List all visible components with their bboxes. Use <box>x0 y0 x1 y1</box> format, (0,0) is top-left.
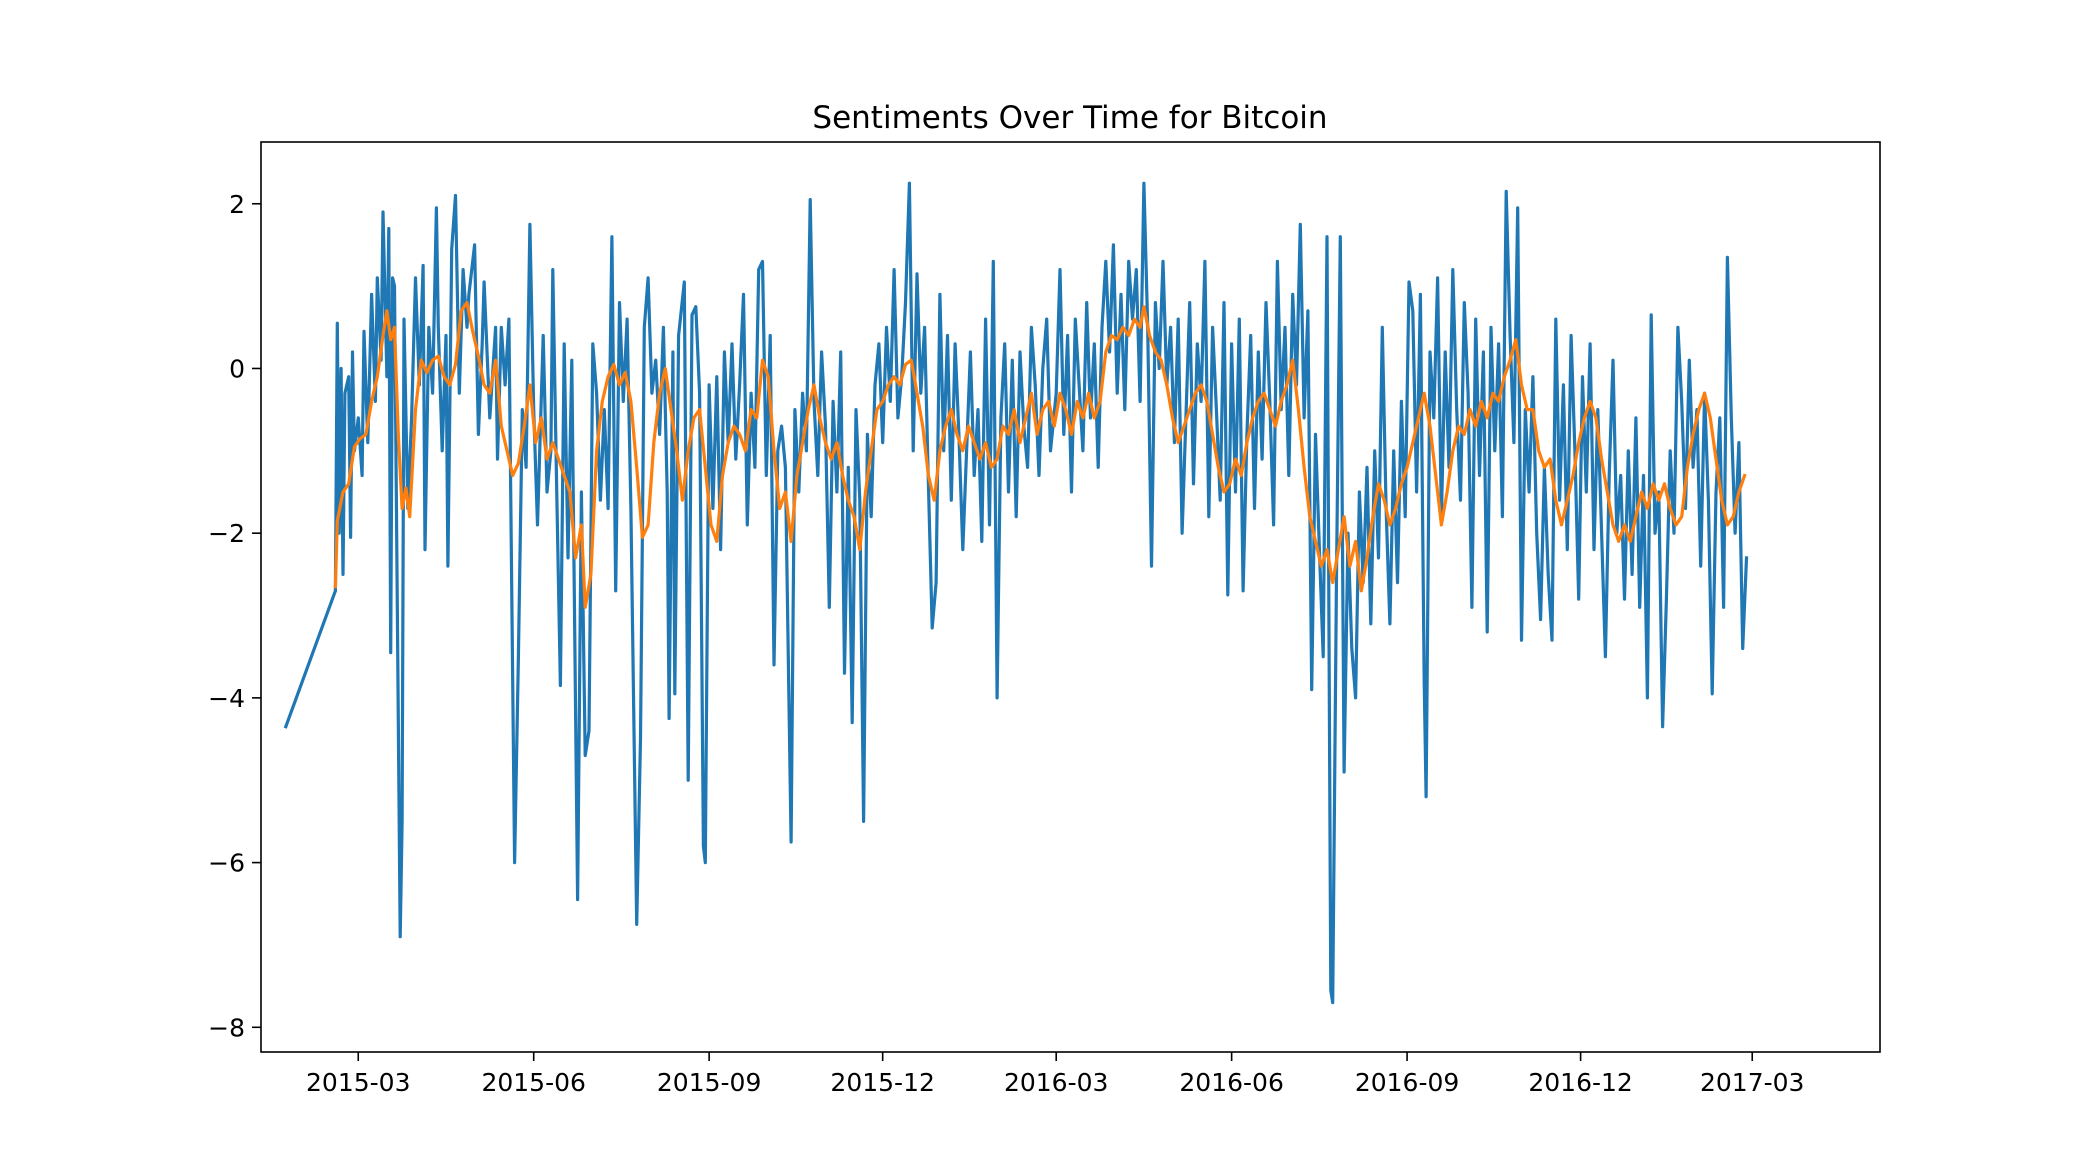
plot-area <box>283 181 1749 1005</box>
axes: 2015-03 2015-06 2015-09 2015-12 2016-03 2016-… <box>208 141 1881 1097</box>
x-tick-label: 2015-12 <box>830 1068 934 1097</box>
series-line-2 <box>333 301 1747 609</box>
y-tick-label: −4 <box>208 684 245 713</box>
x-tick-label: 2016-12 <box>1528 1068 1632 1097</box>
x-tick-label: 2016-06 <box>1179 1068 1283 1097</box>
y-tick-label: −6 <box>208 849 245 878</box>
x-tick-label: 2016-03 <box>1004 1068 1108 1097</box>
series-line-1 <box>283 181 1749 1005</box>
x-tick-label: 2015-03 <box>306 1068 410 1097</box>
y-tick-label: 2 <box>229 190 245 219</box>
y-tick-label: 0 <box>229 354 245 383</box>
x-tick-label: 2016-09 <box>1355 1068 1459 1097</box>
x-tick-label: 2017-03 <box>1700 1068 1804 1097</box>
plot-frame <box>260 141 1881 1053</box>
y-tick-label: −8 <box>208 1013 245 1042</box>
y-tick-label: −2 <box>208 519 245 548</box>
x-tick-label: 2015-09 <box>657 1068 761 1097</box>
chart-title: Sentiments Over Time for Bitcoin <box>812 100 1327 136</box>
x-tick-label: 2015-06 <box>481 1068 585 1097</box>
